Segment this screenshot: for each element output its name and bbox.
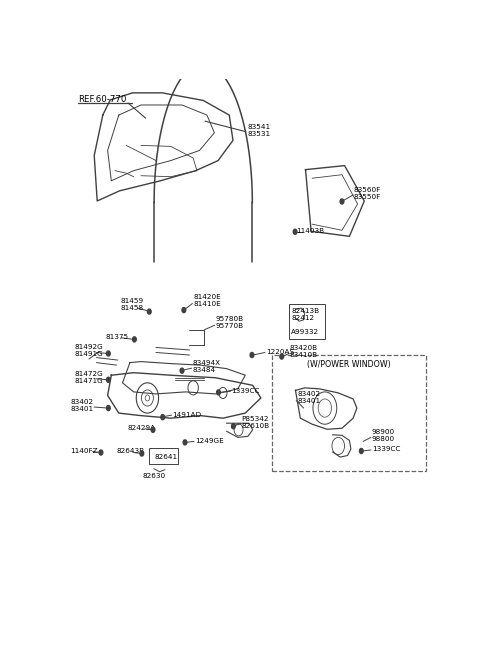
Text: 81375: 81375	[106, 335, 129, 340]
Text: REF.60-770: REF.60-770	[78, 95, 126, 104]
Text: 83420B
83410B: 83420B 83410B	[290, 345, 318, 358]
Circle shape	[182, 308, 186, 313]
Text: 82413B
82412: 82413B 82412	[291, 308, 320, 321]
Text: 81420E
81410E: 81420E 81410E	[193, 295, 221, 308]
Text: 83494X
83484: 83494X 83484	[192, 359, 220, 373]
Circle shape	[147, 309, 151, 314]
Circle shape	[280, 354, 284, 359]
Text: 82630: 82630	[143, 473, 166, 480]
Text: 98900
98800: 98900 98800	[372, 429, 395, 442]
Text: 95780B
95770B: 95780B 95770B	[216, 316, 244, 329]
Text: 1339CC: 1339CC	[231, 388, 260, 394]
Text: 81492G
81491G: 81492G 81491G	[74, 344, 103, 358]
Text: (W/POWER WINDOW): (W/POWER WINDOW)	[307, 359, 391, 369]
Circle shape	[250, 352, 254, 358]
Circle shape	[183, 440, 187, 445]
Circle shape	[107, 405, 110, 411]
Text: 1491AD: 1491AD	[172, 411, 202, 418]
Text: 82429A: 82429A	[128, 425, 156, 431]
Text: 82641: 82641	[155, 454, 178, 460]
Circle shape	[132, 337, 136, 342]
Text: 81459
81458: 81459 81458	[120, 298, 144, 311]
Text: 1140FZ: 1140FZ	[71, 448, 98, 454]
Circle shape	[99, 450, 103, 455]
Text: 1220AS: 1220AS	[266, 350, 294, 356]
Text: A99332: A99332	[291, 329, 320, 335]
Circle shape	[107, 377, 110, 382]
Circle shape	[151, 427, 155, 432]
Circle shape	[107, 351, 110, 356]
Text: 11403B: 11403B	[296, 228, 324, 234]
Text: 82643B: 82643B	[117, 448, 144, 454]
Circle shape	[180, 368, 184, 373]
Text: P85342
82610B: P85342 82610B	[241, 416, 270, 429]
Text: 83560F
83550F: 83560F 83550F	[354, 187, 381, 200]
Circle shape	[216, 390, 220, 395]
Text: 1339CC: 1339CC	[372, 447, 400, 453]
Circle shape	[231, 424, 235, 429]
Circle shape	[360, 449, 363, 453]
Circle shape	[161, 415, 165, 420]
Circle shape	[293, 229, 297, 234]
Text: 83402
83401: 83402 83401	[297, 392, 321, 405]
Circle shape	[340, 199, 344, 204]
Text: 83541
83531: 83541 83531	[247, 124, 270, 136]
Circle shape	[140, 451, 144, 456]
Text: 1249GE: 1249GE	[195, 438, 223, 444]
Text: 83402
83401: 83402 83401	[71, 399, 94, 411]
Text: 81472G
81471G: 81472G 81471G	[74, 371, 103, 384]
